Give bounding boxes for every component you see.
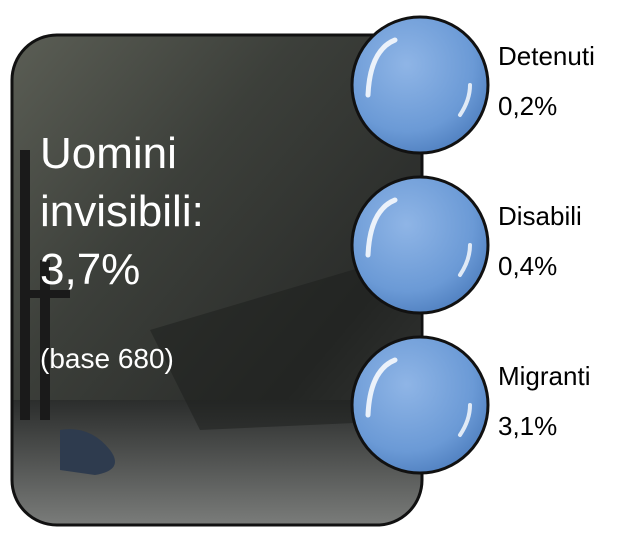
bubble <box>350 175 490 315</box>
bubble-highlight <box>365 357 398 418</box>
bubble-highlight <box>458 83 472 117</box>
item-value: 0,4% <box>498 251 557 281</box>
bubble-highlight <box>458 243 472 277</box>
panel-base: (base 680) <box>40 343 174 374</box>
bubble-highlight <box>365 37 398 98</box>
item-label: Detenuti <box>498 41 595 71</box>
panel-title-line: invisibili: <box>40 187 204 236</box>
item-value: 0,2% <box>498 91 557 121</box>
bubble-highlight <box>458 403 472 437</box>
item-value: 3,1% <box>498 411 557 441</box>
item-label: Disabili <box>498 201 582 231</box>
item-label: Migranti <box>498 361 590 391</box>
bubble-highlight <box>365 197 398 258</box>
panel-title-line: Uomini <box>40 129 177 178</box>
panel-title-line: 3,7% <box>40 245 140 294</box>
bubble <box>350 15 490 155</box>
bubble <box>350 335 490 475</box>
